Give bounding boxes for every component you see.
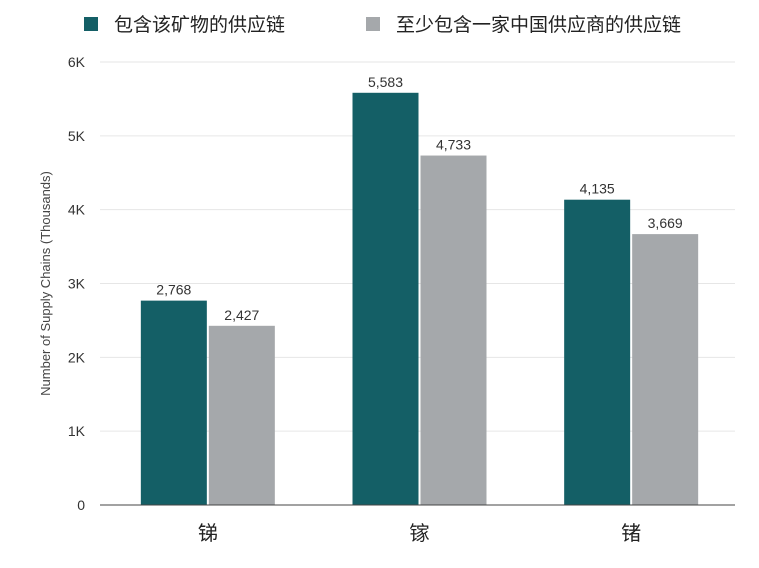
bar xyxy=(564,199,631,506)
y-tick-label: 3K xyxy=(68,276,86,292)
bar xyxy=(140,300,207,505)
bars xyxy=(140,92,699,506)
bar xyxy=(420,155,487,506)
data-label: 3,669 xyxy=(648,215,683,231)
y-tick-label: 4K xyxy=(68,202,86,218)
y-axis-title: Number of Supply Chains (Thousands) xyxy=(38,171,53,396)
x-tick-label: 锑 xyxy=(198,521,218,545)
x-tick-label: 锗 xyxy=(621,521,641,545)
x-tick-label: 镓 xyxy=(410,521,430,545)
data-label: 4,733 xyxy=(436,137,471,153)
y-tick-label: 5K xyxy=(68,128,86,144)
y-tick-label: 6K xyxy=(68,54,86,70)
legend: 包含该矿物的供应链 至少包含一家中国供应商的供应链 xyxy=(84,14,681,36)
x-axis: 锑镓锗 xyxy=(198,521,641,545)
y-tick-label: 2K xyxy=(68,349,86,365)
legend-swatch xyxy=(84,17,98,31)
y-axis: 0 1K 2K 3K 4K 5K 6K xyxy=(68,54,86,513)
legend-label: 包含该矿物的供应链 xyxy=(114,14,285,36)
y-tick-label: 0 xyxy=(77,497,85,513)
data-label: 5,583 xyxy=(368,74,403,90)
y-tick-label: 1K xyxy=(68,423,86,439)
legend-label: 至少包含一家中国供应商的供应链 xyxy=(396,14,681,36)
legend-swatch xyxy=(366,17,380,31)
bar xyxy=(632,234,699,505)
data-label: 2,427 xyxy=(224,307,259,323)
bar xyxy=(208,325,275,505)
bar xyxy=(352,92,419,505)
data-labels: 2,768 2,427 5,583 4,733 4,135 3,669 xyxy=(156,74,683,323)
data-label: 2,768 xyxy=(156,282,191,298)
data-label: 4,135 xyxy=(580,181,615,197)
